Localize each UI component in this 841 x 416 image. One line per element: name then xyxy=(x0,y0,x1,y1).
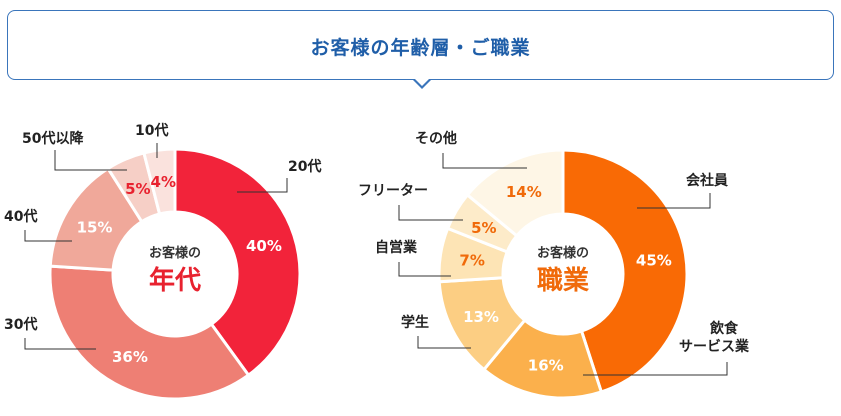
donut-segment-0 xyxy=(173,147,302,378)
donut-segment-4 xyxy=(142,147,177,216)
leader-lines xyxy=(24,143,728,376)
title-banner: お客様の年齢層・ご職業 xyxy=(7,10,834,80)
donut-value-label-1: 16% xyxy=(528,356,564,374)
occupation-donut-chart: 45% 16% 13% 7% 5% 14% xyxy=(437,148,689,400)
donut-value-label-2: 15% xyxy=(77,218,113,236)
leader-line-student xyxy=(417,336,471,349)
leader-line-30s xyxy=(24,338,96,350)
leader-line-office-worker xyxy=(637,193,711,209)
leader-line-20s xyxy=(237,178,288,193)
donut-value-label-0: 45% xyxy=(636,252,672,270)
leader-line-other xyxy=(442,153,527,169)
donut-segment-0 xyxy=(561,148,689,394)
label-student: 学生 xyxy=(401,315,429,331)
label-30s: 30代 xyxy=(4,317,38,333)
label-self-employed: 自営業 xyxy=(375,240,417,256)
label-office-worker: 会社員 xyxy=(686,173,728,189)
page-title: お客様の年齢層・ご職業 xyxy=(310,37,531,59)
age-center-title: 年代 xyxy=(148,266,201,296)
age-donut-chart: 40% 36% 15% 5% 4% xyxy=(48,147,302,401)
leader-line-self-employed xyxy=(398,262,451,277)
donut-value-label-0: 40% xyxy=(246,237,282,255)
donut-value-label-1: 36% xyxy=(112,348,148,366)
donut-value-label-5: 14% xyxy=(506,183,542,201)
label-freeter: フリーター xyxy=(358,183,428,199)
donut-value-label-3: 5% xyxy=(125,180,150,198)
donut-value-label-4: 5% xyxy=(471,219,496,237)
age-center-label: お客様の xyxy=(148,246,201,261)
occupation-center-title: 職業 xyxy=(536,266,589,296)
donut-segment-1 xyxy=(48,264,251,401)
donut-value-label-4: 4% xyxy=(151,173,176,191)
leader-line-food-service xyxy=(583,362,728,376)
label-food-service-line2: サービス業 xyxy=(679,339,749,355)
label-other: その他 xyxy=(415,131,457,147)
leader-line-50s xyxy=(54,150,127,171)
label-50s-plus: 50代以降 xyxy=(22,131,84,147)
donut-value-label-2: 13% xyxy=(463,308,499,326)
label-40s: 40代 xyxy=(4,209,38,225)
donut-value-label-3: 7% xyxy=(459,252,484,270)
leader-line-freeter xyxy=(398,205,463,221)
label-food-service-line1: 飲食 xyxy=(710,321,738,337)
occupation-center-label: お客様の xyxy=(536,246,589,261)
label-10s: 10代 xyxy=(135,123,169,139)
leader-line-40s xyxy=(24,230,72,242)
label-20s: 20代 xyxy=(288,159,322,175)
donut-segment-5 xyxy=(465,148,565,238)
